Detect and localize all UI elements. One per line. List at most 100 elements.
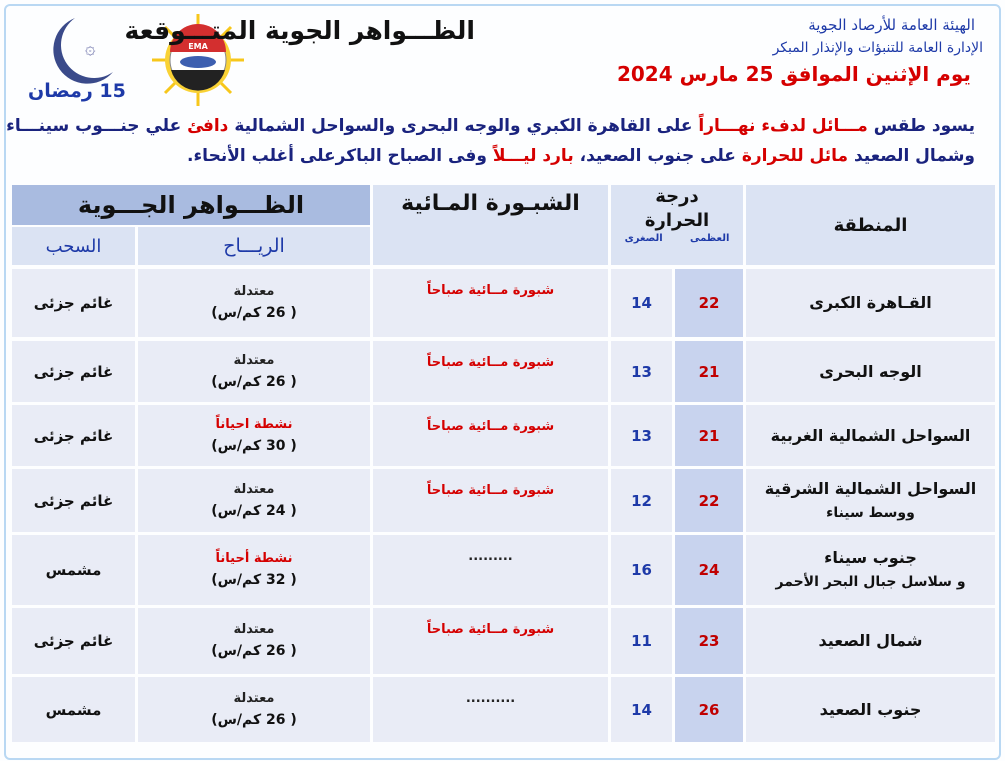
summary-text: على جنوب الصعيد، (573, 146, 742, 166)
region-text: الوجه البحرى (819, 361, 922, 381)
min-cell: 13 (611, 405, 672, 466)
min-cell: 13 (611, 341, 672, 402)
temp-subheaders: العظمى الصغرى (611, 233, 743, 244)
max-cell: 22 (675, 469, 743, 532)
region-cell: شمال الصعيد (746, 608, 995, 674)
max-temp: 21 (698, 362, 720, 381)
min-temp: 14 (631, 700, 652, 719)
clouds-text: غائم جزئى (33, 491, 114, 510)
max-cell: 23 (675, 608, 743, 674)
min-temp: 13 (631, 362, 652, 381)
summary-text: دافئ (187, 116, 229, 136)
max-temp: 23 (698, 632, 720, 650)
clouds-cell: مشمس (12, 677, 135, 742)
wind-speed: ( 24 كم/س) (211, 502, 297, 519)
max-temp: 22 (698, 294, 720, 312)
wind-speed: ( 26 كم/س) (211, 711, 297, 728)
header-cell: المنطقة (746, 185, 995, 265)
clouds-text: مشمس (45, 561, 102, 579)
region-cell: الوجه البحرى (746, 341, 995, 402)
fog-text: شبورة مــائية صباحاً (426, 355, 555, 370)
fog-cell: شبورة مــائية صباحاً (373, 405, 608, 466)
summary-line: يسود طقس مـــائل لدفء نهـــاراً على القا… (6, 116, 975, 136)
clouds-text: غائم جزئى (33, 294, 114, 312)
fog-text: شبورة مــائية صباحاً (426, 483, 555, 498)
header-cell: درجة الحرارة العظمى الصغرى (611, 185, 743, 265)
clouds-cell: غائم جزئى (12, 269, 135, 337)
region-cell: جنوب الصعيد (746, 677, 995, 742)
date: يوم الإثنين الموافق 25 مارس 2024 (616, 62, 971, 86)
logo-text: EMA (188, 42, 208, 51)
fog-cell: شبورة مــائية صباحاً (373, 269, 608, 337)
header-text: المنطقة (833, 214, 908, 236)
max-cell: 21 (675, 405, 743, 466)
min-cell: 14 (611, 677, 672, 742)
wind-cell: نشطة أحياناً ( 32 كم/س) (138, 535, 370, 605)
fog-cell: شبورة مــائية صباحاً (373, 341, 608, 402)
wind-cell: نشطة احياناً ( 30 كم/س) (138, 405, 370, 466)
min-temp: 13 (631, 426, 652, 445)
fog-text: .......... (465, 691, 516, 706)
wind-text: معتدلة (233, 352, 275, 368)
fog-cell: .......... (373, 677, 608, 742)
min-temp: 14 (631, 294, 652, 312)
header-text: الريـــاح (223, 235, 285, 257)
header-cell: الشبـورة المـائية (373, 185, 608, 265)
min-cell: 14 (611, 269, 672, 337)
wind-speed: ( 26 كم/س) (211, 305, 297, 321)
region-text: شمال الصعيد (818, 631, 923, 650)
summary-text: مـــائل لدفء نهـــاراً (698, 116, 868, 136)
summary-text: يسود طقس (867, 116, 975, 136)
region-cell: جنوب سيناء و سلاسل جبال البحر الأحمر (746, 535, 995, 605)
region-cell: السواحل الشمالية الشرقية ووسط سيناء (746, 469, 995, 532)
svg-text:۞: ۞ (85, 38, 96, 59)
clouds-cell: غائم جزئى (12, 608, 135, 674)
region-cell: السواحل الشمالية الغربية (746, 405, 995, 466)
wind-cell: معتدلة ( 26 كم/س) (138, 269, 370, 337)
max-temp: 24 (698, 561, 720, 579)
region-text: القـاهرة الكبرى (809, 293, 932, 312)
region-text: و سلاسل جبال البحر الأحمر (775, 574, 966, 590)
header-text: العظمى (689, 233, 730, 244)
min-cell: 12 (611, 469, 672, 532)
wind-cell: معتدلة ( 26 كم/س) (138, 608, 370, 674)
summary-text: على القاهرة الكبري والوجه البحرى والسواح… (228, 116, 699, 136)
fog-text: شبورة مــائية صباحاً (426, 283, 555, 298)
wind-text: نشطة أحياناً (215, 551, 293, 566)
region-text: ووسط سيناء (826, 504, 915, 521)
wind-speed: ( 30 كم/س) (211, 437, 297, 454)
header-cell: السحب (12, 227, 135, 265)
region-text: جنوب الصعيد (819, 699, 922, 719)
fog-cell: شبورة مــائية صباحاً (373, 608, 608, 674)
region-cell: القـاهرة الكبرى (746, 269, 995, 337)
header-text: الصغرى (624, 233, 663, 244)
summary-text: بارد ليـــلاً (492, 146, 574, 166)
wind-text: نشطة احياناً (215, 416, 293, 432)
min-cell: 16 (611, 535, 672, 605)
wind-cell: معتدلة ( 26 كم/س) (138, 341, 370, 402)
max-temp: 21 (698, 426, 720, 445)
min-cell: 11 (611, 608, 672, 674)
org-name: الهيئة العامة للأرصاد الجوية (808, 16, 975, 34)
region-text: السواحل الشمالية الغربية (770, 425, 971, 445)
header-text: الشبـورة المـائية (401, 191, 580, 216)
header-cell: الظـــواهر الجـــوية (12, 185, 370, 225)
min-temp: 16 (631, 561, 652, 579)
min-temp: 12 (631, 491, 652, 510)
wind-speed: ( 26 كم/س) (211, 373, 297, 390)
title: الظـــواهر الجوية المتـــوقعة (124, 16, 475, 45)
clouds-text: غائم جزئى (33, 426, 114, 445)
hijri-date: 15 رمضان (28, 80, 126, 102)
clouds-cell: غائم جزئى (12, 341, 135, 402)
summary-text: علي جنـــوب سينـــاء (6, 116, 188, 136)
clouds-text: مشمس (45, 700, 102, 719)
header-text: درجة الحرارة (644, 186, 710, 231)
fog-text: شبورة مــائية صباحاً (426, 419, 555, 434)
wind-cell: معتدلة ( 24 كم/س) (138, 469, 370, 532)
wind-text: معتدلة (233, 622, 275, 637)
clouds-cell: مشمس (12, 535, 135, 605)
wind-text: معتدلة (233, 690, 275, 706)
wind-cell: معتدلة ( 26 كم/س) (138, 677, 370, 742)
max-temp: 22 (698, 491, 720, 510)
